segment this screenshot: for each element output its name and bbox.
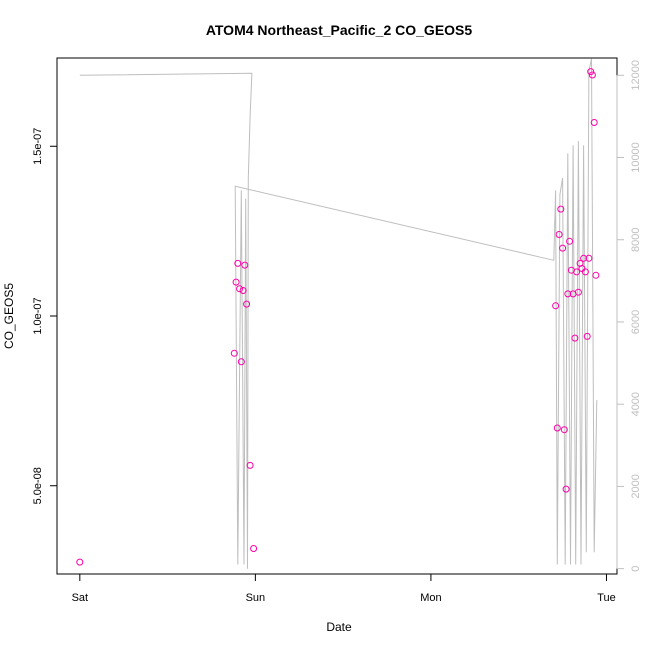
co-data-point — [581, 268, 589, 276]
co-data-point — [246, 461, 254, 469]
co-data-point — [552, 302, 560, 310]
x-axis-label: Date — [326, 620, 352, 634]
co-data-point — [234, 259, 242, 267]
co-data-point — [564, 290, 572, 298]
co-data-point — [583, 332, 591, 340]
co-data-point — [588, 71, 596, 79]
plot-frame — [56, 57, 618, 575]
y2-tick-label: 12000 — [630, 60, 642, 91]
y-axis-label: CO_GEOS5 — [2, 283, 16, 349]
chart-title: ATOM4 Northeast_Pacific_2 CO_GEOS5 — [206, 22, 473, 38]
co-data-point — [592, 271, 600, 279]
co-data-point — [236, 285, 244, 293]
x-tick-label: Sat — [72, 592, 89, 604]
co-data-point — [590, 119, 598, 126]
y2-tick-label: 8000 — [630, 227, 642, 251]
y-axis-right: 0 2000 4000 6000 8000 10000 12000 — [616, 60, 642, 572]
y-tick-label: 1.5e-07 — [32, 128, 44, 165]
x-tick-label: Mon — [420, 592, 441, 604]
co-data-point — [580, 254, 588, 262]
co-data-point — [560, 426, 568, 434]
co-data-point — [239, 287, 247, 294]
co-data-point — [250, 545, 258, 552]
co-data-point — [553, 424, 561, 432]
co-data-point — [232, 278, 240, 286]
y2-tick-label: 10000 — [630, 142, 642, 173]
y-tick-label: 5.0e-08 — [32, 467, 44, 504]
co-data-point — [237, 358, 245, 366]
x-tick-label: Tue — [597, 592, 616, 604]
co-data-point — [243, 300, 251, 308]
co-data-point — [241, 261, 249, 269]
co-data-point — [574, 288, 582, 296]
y2-tick-label: 6000 — [630, 310, 642, 334]
co-data-point — [557, 205, 565, 213]
co-data-point — [585, 254, 593, 262]
co-data-point — [571, 334, 579, 342]
altitude-line — [79, 58, 598, 569]
x-tick-label: Sun — [246, 592, 266, 604]
series-layer — [76, 58, 600, 569]
co-data-point — [559, 244, 567, 252]
co-data-point — [555, 231, 563, 238]
co-data-point — [562, 485, 570, 493]
y2-tick-label: 2000 — [630, 474, 642, 498]
co-data-point — [573, 268, 581, 276]
y-tick-label: 1.0e-07 — [32, 297, 44, 334]
y-axis-left: 5.0e-08 1.0e-07 1.5e-07 — [32, 128, 58, 504]
co-data-point — [76, 558, 84, 566]
co-data-point — [230, 349, 238, 357]
y2-tick-label: 4000 — [630, 392, 642, 416]
co-data-point — [566, 237, 574, 245]
co-data-point — [587, 68, 595, 76]
x-axis: Sat Sun Mon Tue — [72, 573, 616, 604]
y2-tick-label: 0 — [630, 566, 642, 572]
